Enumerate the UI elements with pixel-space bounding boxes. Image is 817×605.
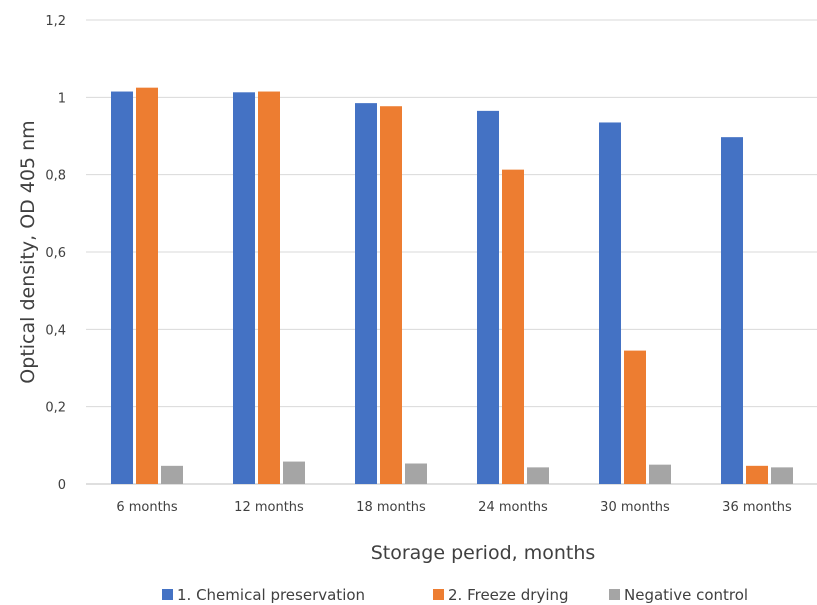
x-axis-title: Storage period, months [371,542,596,564]
legend-swatch [162,589,173,600]
gridlines [86,19,817,485]
bar [111,91,133,485]
bar [527,467,549,484]
bar [477,110,499,484]
bar [161,465,183,484]
legend-label: 2. Freeze drying [448,586,569,604]
y-axis-title: Optical density, OD 405 nm [17,120,39,383]
bar [746,465,768,484]
y-tick-label: 0 [58,478,66,493]
x-tick-label: 30 months [600,500,670,515]
y-tick-label: 0,8 [45,169,66,184]
bar [649,464,671,484]
bar [355,103,377,484]
x-tick-label: 24 months [478,500,548,515]
bar [405,463,427,484]
x-tick-label: 6 months [116,500,178,515]
bar [283,461,305,484]
legend-swatch [609,589,620,600]
y-tick-label: 1,2 [45,14,66,29]
bar [136,87,158,485]
bar [624,350,646,484]
y-tick-label: 1 [58,91,66,106]
x-tick-label: 12 months [234,500,304,515]
y-tick-label: 0,6 [45,246,66,261]
bar [258,91,280,485]
y-tick-label: 0,4 [45,323,66,338]
bars [111,87,793,485]
bar [721,137,743,484]
x-tick-label: 36 months [722,500,792,515]
y-tick-label: 0,2 [45,401,66,416]
legend-label: 1. Chemical preservation [177,586,365,604]
bar [380,106,402,484]
bar [599,122,621,484]
bar [771,467,793,484]
legend-swatch [433,589,444,600]
bar [502,169,524,484]
x-tick-label: 18 months [356,500,426,515]
x-axis-ticks: 6 months 12 months 18 months 24 months 30 mo… [116,500,792,515]
bar [233,92,255,484]
legend: 1. Chemical preservation 2. Freeze drying… [162,586,748,604]
legend-label: Negative control [624,586,748,604]
y-axis-ticks: 0 0,2 0,4 0,6 0,8 1 1,2 [45,14,66,493]
